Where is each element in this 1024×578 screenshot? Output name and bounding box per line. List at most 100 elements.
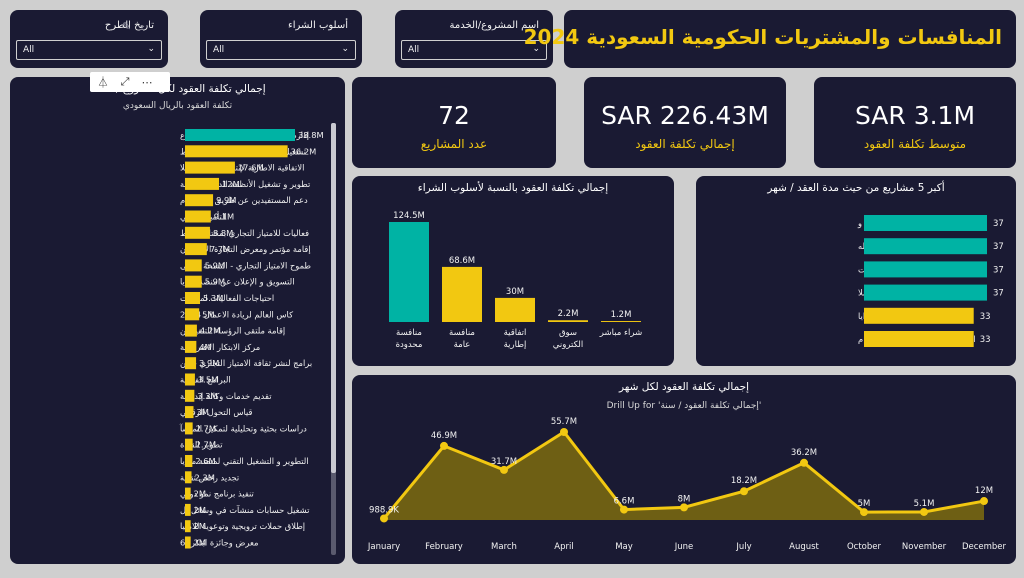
data-point[interactable] xyxy=(920,507,928,516)
methods-bar-chart[interactable]: 124.5M منافسة محدودة 68.6M منافسة عامة 30M اتفا… xyxy=(352,176,674,366)
bar-value-label: 3.3M xyxy=(197,391,217,401)
bar[interactable] xyxy=(185,438,193,451)
filter-icon[interactable]: ⏃ xyxy=(97,76,109,89)
bar-value-label: 4M xyxy=(199,342,211,352)
data-point[interactable] xyxy=(860,508,868,517)
top5-bar-chart[interactable]: تشغيل وتطوير الخدمات الرقمية و37تطوير و … xyxy=(696,176,1016,366)
bar-value-label: 30M xyxy=(506,287,524,297)
data-point[interactable] xyxy=(620,505,628,514)
bar[interactable] xyxy=(442,266,482,322)
scrollbar-thumb[interactable] xyxy=(331,123,336,473)
bar-category-label: مركز الابتكار الافتراضية xyxy=(180,342,260,352)
bar[interactable] xyxy=(185,373,195,386)
bar-category-label: طموح الامتياز التجاري - النسخة الأولى xyxy=(180,260,311,270)
bar-value-label: 2.6M xyxy=(195,456,215,466)
slicer-dropdown[interactable]: All ⌄ xyxy=(401,40,547,60)
bar[interactable] xyxy=(864,307,974,324)
bar[interactable] xyxy=(185,471,192,484)
bar[interactable] xyxy=(185,210,211,223)
slicer-publish-date[interactable]: تاريخ الطرح ✎ ⌄ All ⌄ xyxy=(10,10,168,68)
x-tick-label: April xyxy=(554,542,573,552)
bar[interactable] xyxy=(864,215,987,231)
data-point[interactable] xyxy=(380,514,388,523)
bar[interactable] xyxy=(185,455,193,467)
bar[interactable] xyxy=(185,275,202,288)
bar[interactable] xyxy=(185,520,191,533)
monthly-area-chart[interactable]: 988.9K January 46.9M February 31.7M March 55.7… xyxy=(352,375,1016,564)
slicer-dropdown[interactable]: All ⌄ xyxy=(16,40,162,60)
slicer-procurement-method[interactable]: أسلوب الشراء All ⌄ xyxy=(200,10,362,68)
bar[interactable] xyxy=(864,331,974,347)
x-tick-label: October xyxy=(847,542,882,552)
bar[interactable] xyxy=(185,292,201,304)
bar[interactable] xyxy=(185,259,202,272)
bar[interactable] xyxy=(864,261,987,278)
chart-title: إجمالي تكلفة العقود لكل شهر xyxy=(618,381,750,393)
slicer-title: اسم المشروع/الخدمة xyxy=(449,20,539,31)
bar-category-label: قياس التحول الرقمي xyxy=(180,407,253,417)
bar[interactable] xyxy=(185,422,193,435)
slicer-dropdown[interactable]: All ⌄ xyxy=(206,40,356,60)
data-point[interactable] xyxy=(740,487,748,496)
data-label: 8M xyxy=(678,494,691,504)
bar[interactable] xyxy=(185,145,288,158)
bar-value-label: 9.9M xyxy=(216,195,236,205)
bar[interactable] xyxy=(185,308,200,321)
bar-value-label: 37 xyxy=(993,265,1004,275)
bar-category-label: احتياجات الفعاليات لمنشآت xyxy=(180,292,274,303)
data-point[interactable] xyxy=(680,503,688,512)
bar-value-label: 8.8M xyxy=(213,228,233,238)
bar[interactable] xyxy=(185,129,295,141)
data-point[interactable] xyxy=(980,497,988,506)
chart-title: إجمالي تكلفة العقود بالنسبة لأسلوب الشرا… xyxy=(417,182,609,194)
bar-value-label: 4.2M xyxy=(200,326,220,336)
bar[interactable] xyxy=(864,238,987,255)
bar[interactable] xyxy=(185,340,197,353)
slicer-project-name[interactable]: اسم المشروع/الخدمة All ⌄ xyxy=(395,10,553,68)
chart-monthly-cost[interactable]: إجمالي تكلفة العقود لكل شهر Drill Up for… xyxy=(352,375,1016,564)
projects-bar-chart[interactable]: إدارة تقديم قسائم خدمات بتكلفة مدع38.8Mت… xyxy=(10,77,345,564)
bar[interactable] xyxy=(601,321,641,322)
bar-category-label: دراسات بحثية وتحليلية لتمكين المنشآ xyxy=(179,422,307,433)
bar[interactable] xyxy=(185,324,197,337)
bar-value-label: 3.9M xyxy=(199,358,219,368)
data-point[interactable] xyxy=(560,428,568,436)
eraser-icon[interactable]: ✎ xyxy=(122,20,132,33)
data-point[interactable] xyxy=(440,441,448,450)
bar[interactable] xyxy=(185,357,197,370)
bar[interactable] xyxy=(185,161,235,174)
chart-cost-by-method[interactable]: إجمالي تكلفة العقود بالنسبة لأسلوب الشرا… xyxy=(352,176,674,366)
chart-top5-duration[interactable]: أكبر 5 مشاريع من حيث مدة العقد / شهر تشغ… xyxy=(696,176,1016,366)
bar[interactable] xyxy=(185,503,191,516)
bar[interactable] xyxy=(495,297,535,322)
bar-category-label: إقامة ملتقى الرؤساء التنفيذيين xyxy=(180,326,285,337)
bar[interactable] xyxy=(185,406,194,419)
kpi-label: عدد المشاريع xyxy=(420,137,488,151)
bar[interactable] xyxy=(185,243,207,256)
bar[interactable] xyxy=(864,284,987,301)
focus-mode-icon[interactable]: ⤢ xyxy=(120,75,130,88)
chevron-down-icon[interactable]: ⌄ xyxy=(138,20,147,31)
bar[interactable] xyxy=(185,177,220,190)
bar[interactable] xyxy=(185,389,195,402)
bar-category-label: اتفاقية xyxy=(504,328,527,338)
bar-value-label: 124.5M xyxy=(393,211,425,221)
kpi-label: إجمالي تكلفة العقود xyxy=(635,137,735,151)
chart-subtitle: تكلفة العقود بالريال السعودي xyxy=(122,101,233,111)
data-label: 6.6M xyxy=(614,497,635,507)
chart-cost-per-project[interactable]: إجمالي تكلفة العقود لكل مشروع / خدمة تكل… xyxy=(10,77,345,564)
bar[interactable] xyxy=(185,536,191,549)
bar-category-label: دعم المستفيدين عن طريق خدمات م xyxy=(180,195,308,206)
bar[interactable] xyxy=(389,222,429,322)
more-options-icon[interactable]: ⋯ xyxy=(141,75,153,89)
bar[interactable] xyxy=(185,226,210,239)
drill-up-label[interactable]: Drill Up for 'إجمالي تكلفة العقود / سنة' xyxy=(606,401,762,411)
bar-value-label: 1.2M xyxy=(611,310,632,320)
bar[interactable] xyxy=(185,487,191,500)
bar-value-label: 37 xyxy=(993,242,1004,252)
bar[interactable] xyxy=(548,320,588,322)
data-point[interactable] xyxy=(500,465,508,474)
data-point[interactable] xyxy=(800,458,808,467)
bar-category-label: معرض وجائزة ابتكر -6 xyxy=(180,538,258,548)
bar[interactable] xyxy=(185,194,214,207)
